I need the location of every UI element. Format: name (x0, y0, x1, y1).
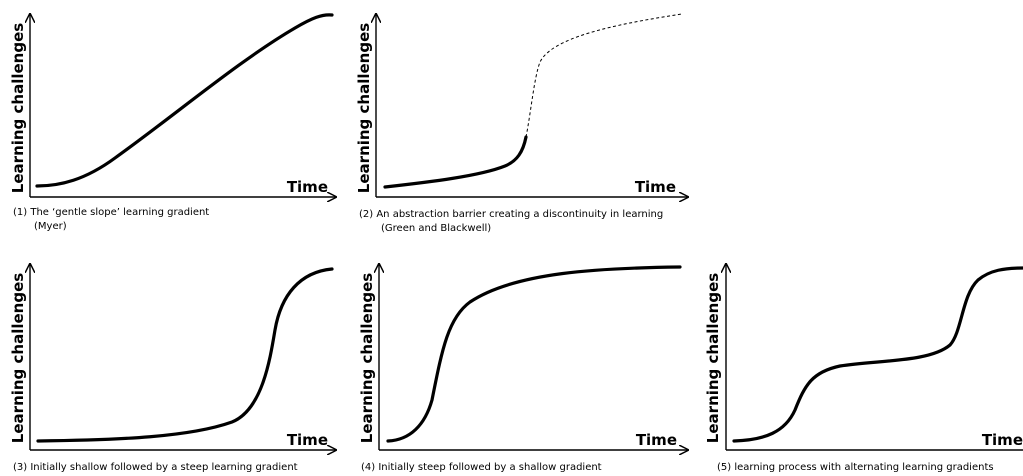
y-axis-label: Learning challenges (704, 273, 722, 443)
x-axis-label: Time (287, 178, 328, 196)
panel-3: Learning challenges Time (3) Initially s… (9, 264, 336, 473)
panel-2: Learning challenges Time (2) An abstract… (355, 14, 688, 234)
caption-line-1: (2) An abstraction barrier creating a di… (359, 209, 663, 220)
y-axis-label: Learning challenges (9, 23, 27, 193)
x-axis-label: Time (635, 178, 676, 196)
learning-curve (36, 267, 334, 443)
panel-4: Learning challenges Time (4) Initially s… (358, 264, 688, 473)
panel-5: Learning challenges Time (5) learning pr… (704, 264, 1023, 473)
x-axis-label: Time (636, 431, 677, 449)
y-axis-label: Learning challenges (355, 23, 373, 193)
x-axis-label: Time (982, 431, 1023, 449)
learning-curve (35, 13, 334, 188)
caption-line-1: (5) learning process with alternating le… (717, 462, 994, 473)
learning-curve-solid (383, 135, 528, 189)
x-axis-label: Time (287, 431, 328, 449)
caption-line-2: (Myer) (34, 221, 67, 232)
learning-curve-dashed (525, 13, 683, 138)
learning-curve (732, 266, 1023, 443)
y-axis-label: Learning challenges (358, 273, 376, 443)
caption-line-1: (4) Initially steep followed by a shallo… (361, 462, 602, 473)
caption-line-1: (3) Initially shallow followed by a stee… (13, 462, 298, 473)
learning-curve (386, 265, 682, 443)
panel-1: Learning challenges Time (1) The ‘gentle… (9, 14, 336, 232)
caption-line-2: (Green and Blackwell) (381, 223, 491, 234)
caption-line-1: (1) The ‘gentle slope’ learning gradient (13, 207, 209, 218)
y-axis-label: Learning challenges (9, 273, 27, 443)
